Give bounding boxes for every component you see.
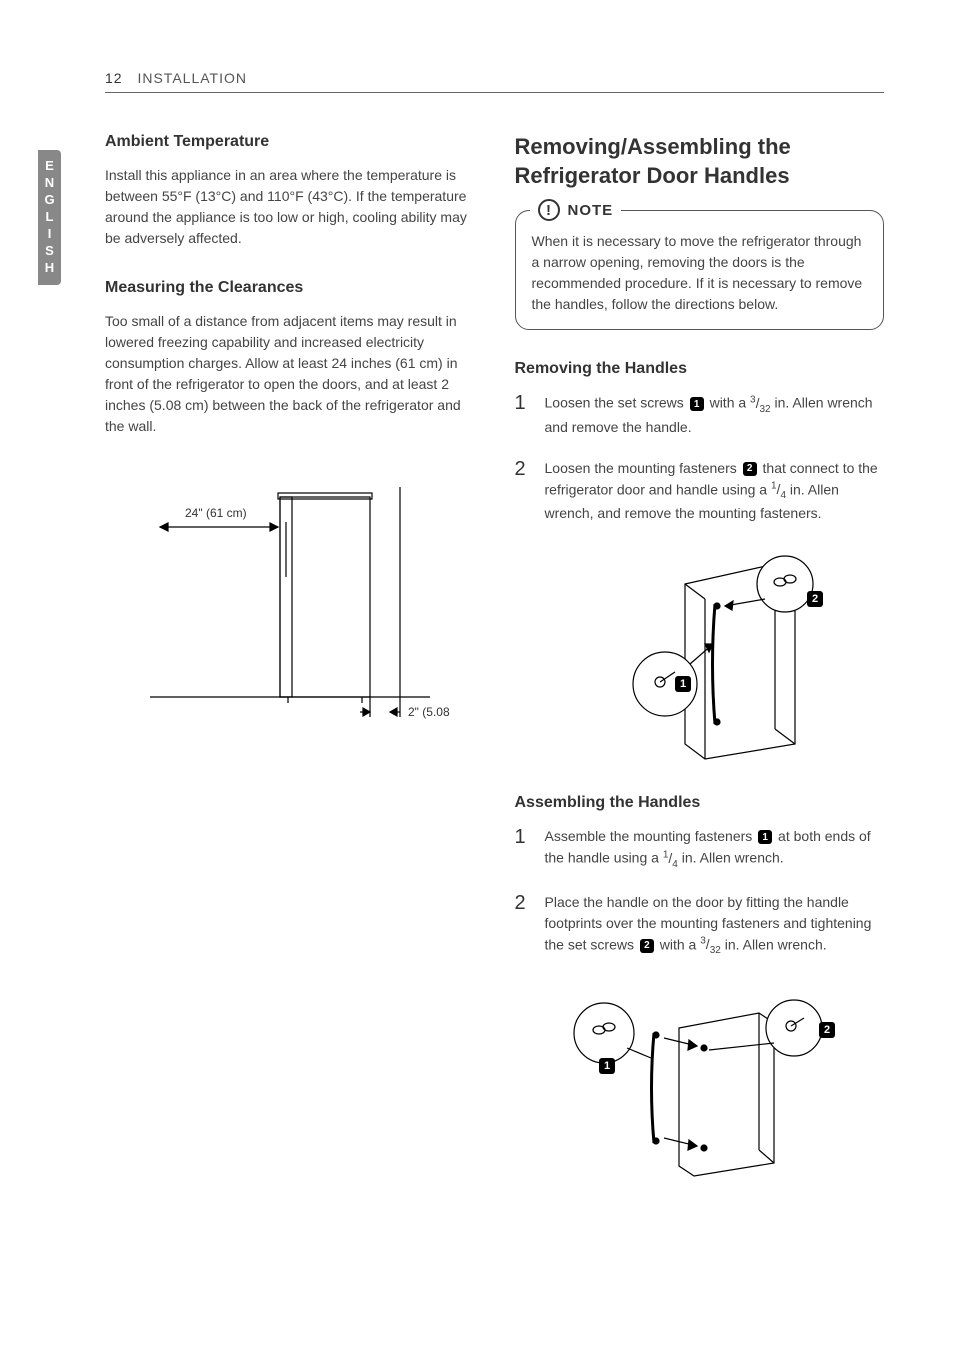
page-header: 12 INSTALLATION xyxy=(105,70,884,93)
diagram-callout-1: 1 xyxy=(675,676,691,692)
ambient-temp-heading: Ambient Temperature xyxy=(105,133,475,151)
step-text-pre: Loosen the mounting fasteners xyxy=(545,460,741,476)
ambient-temp-body: Install this appliance in an area where … xyxy=(105,165,475,249)
list-item: 2 Place the handle on the door by fittin… xyxy=(515,892,885,958)
removing-heading: Removing the Handles xyxy=(515,360,885,378)
step-text: Loosen the mounting fasteners 2 that con… xyxy=(545,458,885,524)
page-section-title: INSTALLATION xyxy=(137,70,247,86)
list-item: 1 Loosen the set screws 1 with a 3/32 in… xyxy=(515,392,885,437)
note-label-wrap: ! NOTE xyxy=(530,199,622,221)
step-text: Assemble the mounting fasteners 1 at bot… xyxy=(545,826,885,871)
diagram-callout-1: 1 xyxy=(599,1058,615,1074)
step-text-mid: with a xyxy=(706,395,750,411)
step-text: Loosen the set screws 1 with a 3/32 in. … xyxy=(545,392,885,437)
main-heading: Removing/Assembling the Refrigerator Doo… xyxy=(515,133,885,190)
note-body: When it is necessary to move the refrige… xyxy=(532,231,868,315)
language-tab: ENGLISH xyxy=(38,150,61,285)
step-number: 2 xyxy=(515,892,531,958)
note-box: ! NOTE When it is necessary to move the … xyxy=(515,210,885,330)
diagram-callout-2: 2 xyxy=(807,591,823,607)
frac-num: 1 xyxy=(771,481,777,492)
step-text-post: in. Allen wrench. xyxy=(678,850,784,866)
fraction: 1/4 xyxy=(771,481,786,497)
step-text-mid: with a xyxy=(656,936,700,952)
frac-num: 3 xyxy=(700,936,706,947)
note-label: NOTE xyxy=(568,202,614,219)
step-text-post: in. Allen wrench. xyxy=(721,936,827,952)
callout-badge-2: 2 xyxy=(640,939,654,953)
step-number: 1 xyxy=(515,392,531,437)
list-item: 1 Assemble the mounting fasteners 1 at b… xyxy=(515,826,885,871)
fraction: 1/4 xyxy=(663,850,678,866)
assembling-steps: 1 Assemble the mounting fasteners 1 at b… xyxy=(515,826,885,958)
note-icon: ! xyxy=(538,199,560,221)
frac-den: 32 xyxy=(760,404,771,415)
frac-den: 32 xyxy=(710,945,721,956)
left-column: Ambient Temperature Install this applian… xyxy=(105,133,475,1208)
fraction: 3/32 xyxy=(700,936,721,952)
clearance-back-label: 2" (5.08 cm) xyxy=(408,705,450,719)
content-columns: Ambient Temperature Install this applian… xyxy=(105,133,884,1208)
removing-steps: 1 Loosen the set screws 1 with a 3/32 in… xyxy=(515,392,885,524)
step-number: 1 xyxy=(515,826,531,871)
frac-num: 1 xyxy=(663,849,669,860)
assembling-heading: Assembling the Handles xyxy=(515,794,885,812)
step-number: 2 xyxy=(515,458,531,524)
clearance-diagram: 24" (61 cm) 2" (5.08 cm) xyxy=(130,467,450,727)
right-column: Removing/Assembling the Refrigerator Doo… xyxy=(515,133,885,1208)
diagram-callout-2: 2 xyxy=(819,1022,835,1038)
clearances-body: Too small of a distance from adjacent it… xyxy=(105,311,475,437)
page-number: 12 xyxy=(105,70,123,86)
callout-badge-2: 2 xyxy=(743,462,757,476)
assembling-diagram: 1 2 xyxy=(549,978,849,1178)
frac-num: 3 xyxy=(750,394,756,405)
clearance-front-label: 24" (61 cm) xyxy=(185,506,247,520)
list-item: 2 Loosen the mounting fasteners 2 that c… xyxy=(515,458,885,524)
clearances-heading: Measuring the Clearances xyxy=(105,279,475,297)
callout-badge-1: 1 xyxy=(758,830,772,844)
fraction: 3/32 xyxy=(750,395,771,411)
step-text: Place the handle on the door by fitting … xyxy=(545,892,885,958)
callout-badge-1: 1 xyxy=(690,397,704,411)
removing-diagram: 1 2 xyxy=(575,544,835,764)
step-text-pre: Loosen the set screws xyxy=(545,395,688,411)
step-text-pre: Assemble the mounting fasteners xyxy=(545,828,757,844)
